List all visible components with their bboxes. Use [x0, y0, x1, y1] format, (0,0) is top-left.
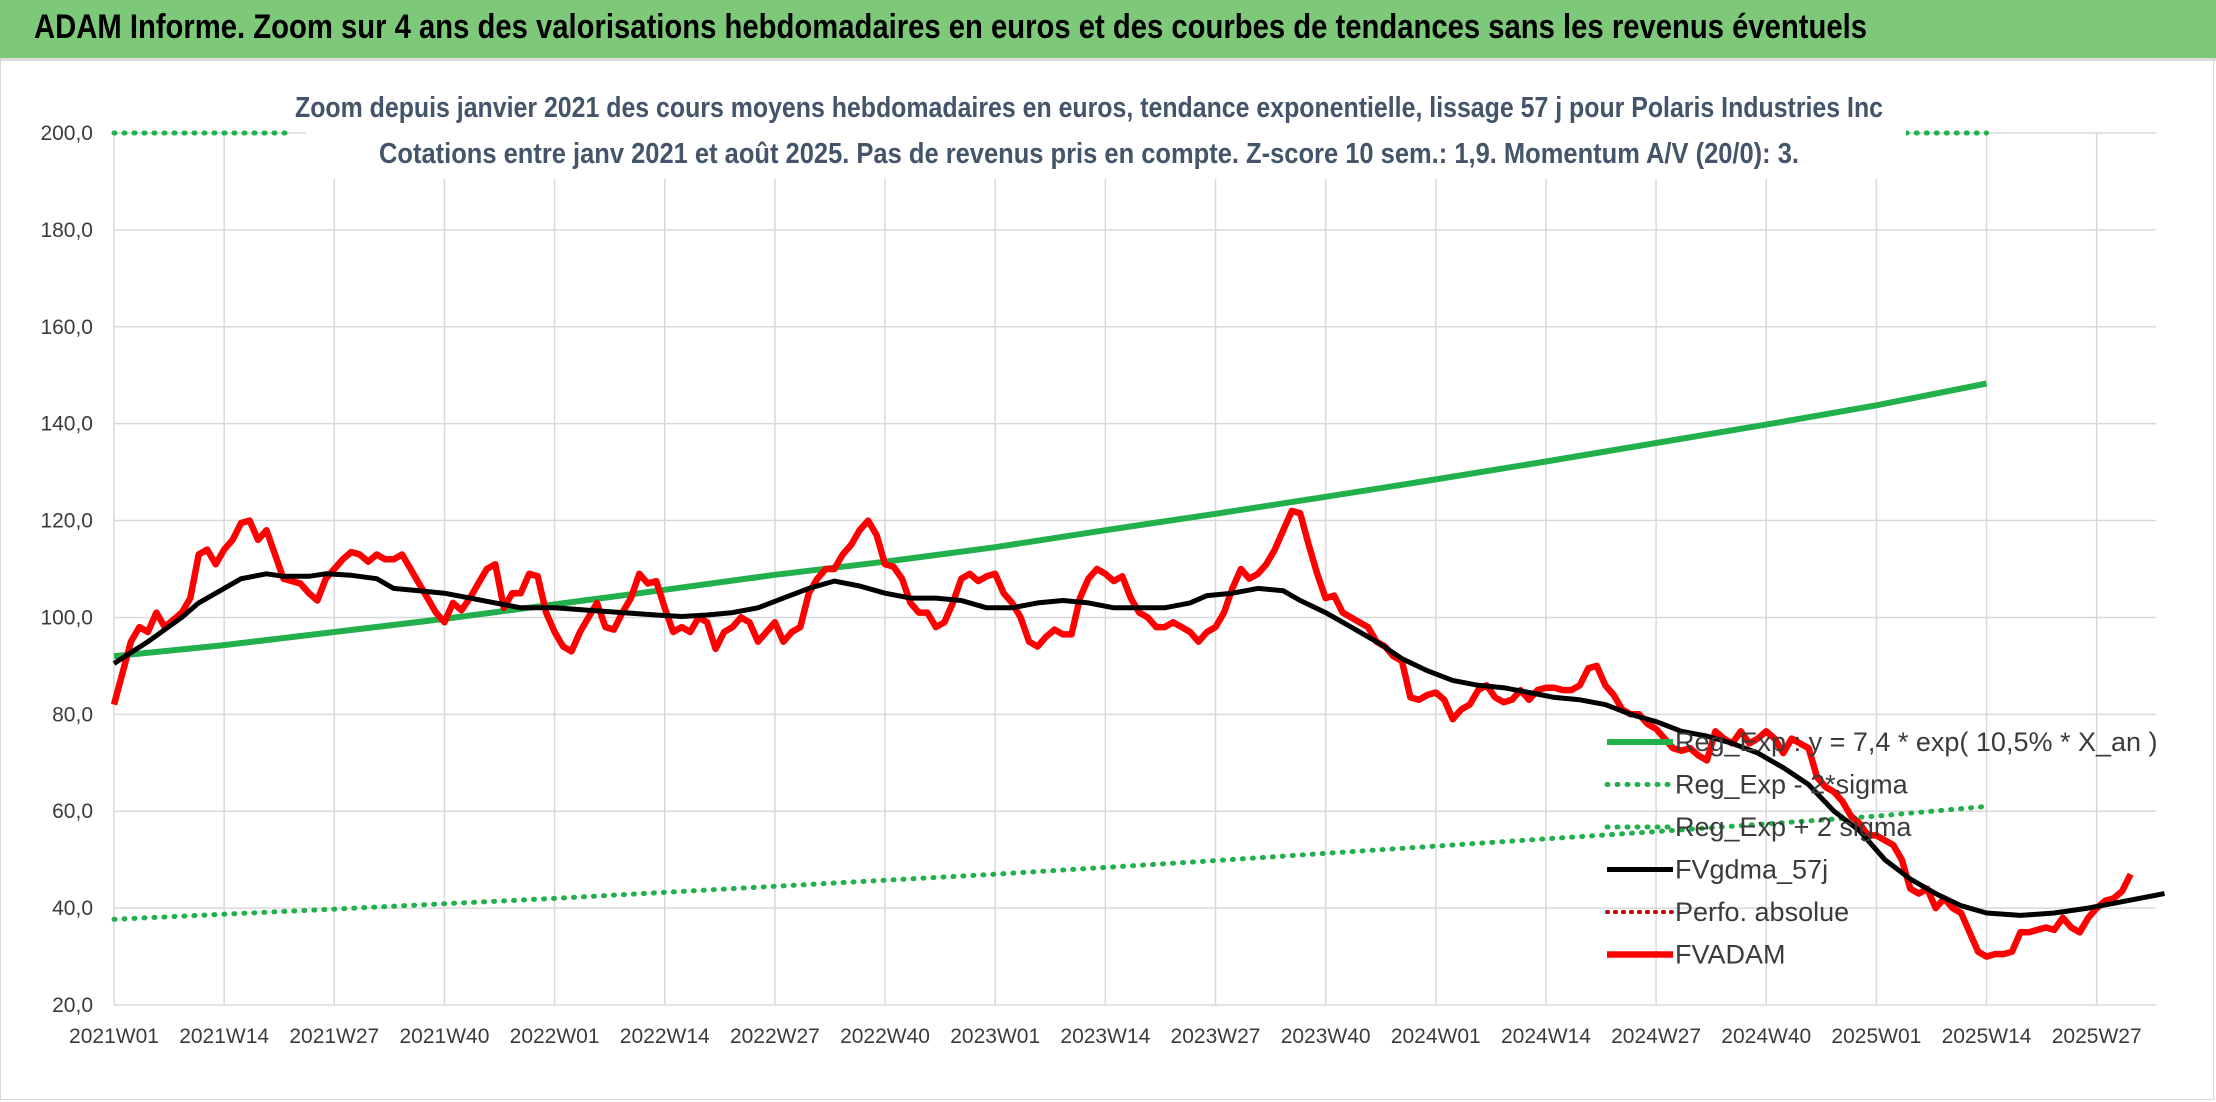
x-tick-label: 2021W01	[69, 1025, 159, 1048]
legend-label: FVADAM	[1675, 940, 1786, 970]
chart-title: Zoom depuis janvier 2021 des cours moyen…	[295, 92, 1883, 124]
legend-label: Perfo. absolue	[1675, 897, 1849, 927]
x-tick-label: 2025W01	[1831, 1025, 1921, 1048]
x-tick-label: 2022W01	[510, 1025, 600, 1048]
x-tick-label: 2022W14	[620, 1025, 710, 1048]
y-axis-ticks: 20,0 40,0 60,0 80,0 100,0 120,0 140,0 160,0 180,…	[40, 122, 93, 1017]
y-tick-label: 40,0	[52, 897, 93, 920]
x-tick-label: 2024W40	[1721, 1025, 1811, 1048]
series-line	[111, 803, 1989, 922]
y-tick-label: 80,0	[52, 703, 93, 726]
legend-label: Reg_Exp - 2*sigma	[1675, 770, 1909, 800]
y-tick-label: 200,0	[40, 122, 93, 145]
y-tick-label: 180,0	[40, 219, 93, 242]
series-line	[112, 571, 2165, 918]
y-tick-label: 20,0	[52, 994, 93, 1017]
x-tick-label: 2024W01	[1391, 1025, 1481, 1048]
chart-area: 20,0 40,0 60,0 80,0 100,0 120,0 140,0 160,0 180,…	[40, 69, 2165, 1048]
x-tick-label: 2022W27	[730, 1025, 820, 1048]
x-tick-label: 2021W40	[399, 1025, 489, 1048]
subtitle-background	[306, 69, 1906, 179]
chart-subtitle: Cotations entre janv 2021 et août 2025. …	[379, 138, 1799, 170]
x-tick-label: 2023W01	[950, 1025, 1040, 1048]
x-tick-label: 2023W27	[1171, 1025, 1261, 1048]
x-tick-label: 2025W27	[2052, 1025, 2142, 1048]
legend-label: Reg_Exp + 2 sigma	[1675, 812, 1912, 842]
x-tick-label: 2023W40	[1281, 1025, 1371, 1048]
x-axis-ticks: 2021W01 2021W14 2021W27 2021W40 2022W01 2022W…	[69, 1025, 2142, 1048]
x-tick-label: 2023W14	[1060, 1025, 1150, 1048]
y-tick-label: 100,0	[40, 606, 93, 629]
page-title: ADAM Informe. Zoom sur 4 ans des valoris…	[34, 8, 1867, 46]
title-banner: ADAM Informe. Zoom sur 4 ans des valoris…	[0, 0, 2216, 61]
chart-frame: 20,0 40,0 60,0 80,0 100,0 120,0 140,0 160,0 180,…	[0, 58, 2214, 1100]
legend-label: Reg_Exp : y = 7,4 * exp( 10,5% * X_an )	[1675, 727, 2158, 757]
x-tick-label: 2022W40	[840, 1025, 930, 1048]
gridlines	[113, 132, 2156, 1006]
x-tick-label: 2024W27	[1611, 1025, 1701, 1048]
y-tick-label: 120,0	[40, 510, 93, 533]
legend-label: FVgdma_57j	[1675, 855, 1828, 885]
x-tick-label: 2025W14	[1942, 1025, 2032, 1048]
x-tick-label: 2021W14	[179, 1025, 269, 1048]
y-tick-label: 160,0	[40, 316, 93, 339]
series-line	[113, 380, 1988, 660]
legend: Reg_Exp : y = 7,4 * exp( 10,5% * X_an ) R…	[1604, 727, 2158, 970]
y-tick-label: 60,0	[52, 800, 93, 823]
x-tick-label: 2021W27	[289, 1025, 379, 1048]
x-tick-label: 2024W14	[1501, 1025, 1591, 1048]
y-tick-label: 140,0	[40, 413, 93, 436]
